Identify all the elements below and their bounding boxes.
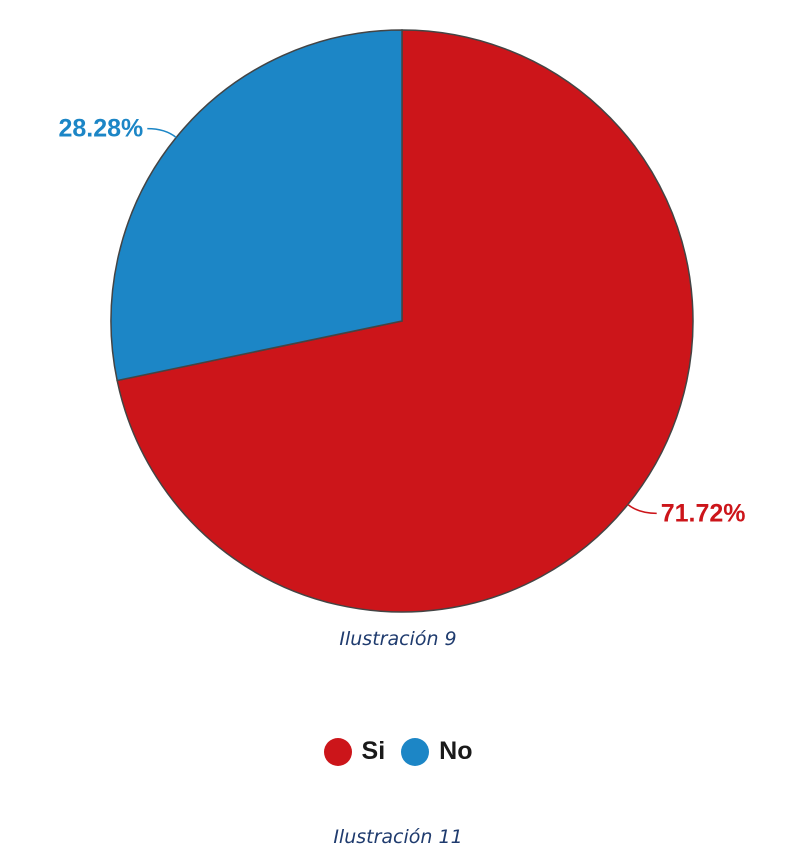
slice-labels: 71.72% 28.28% xyxy=(58,115,745,528)
pie-slice-si[interactable] xyxy=(116,29,694,613)
legend-label-si: Si xyxy=(361,737,386,765)
bottom-caption: Ilustración 11 xyxy=(333,826,463,848)
leader-line-si xyxy=(627,503,657,515)
pie-slices xyxy=(110,29,694,613)
slice-label-no: 28.28% xyxy=(58,115,143,143)
leader-line-no xyxy=(147,127,177,139)
legend-item-si[interactable]: Si xyxy=(323,737,386,766)
chart-legend: Si No xyxy=(0,737,796,766)
figure-caption: Ilustración 9 xyxy=(339,628,457,650)
legend-label-no: No xyxy=(439,737,473,765)
legend-swatch-no xyxy=(401,737,430,766)
legend-swatch-si xyxy=(323,737,352,766)
pie-slice-no[interactable] xyxy=(110,29,403,382)
slice-label-si: 71.72% xyxy=(661,499,746,527)
legend-item-no[interactable]: No xyxy=(401,737,472,766)
